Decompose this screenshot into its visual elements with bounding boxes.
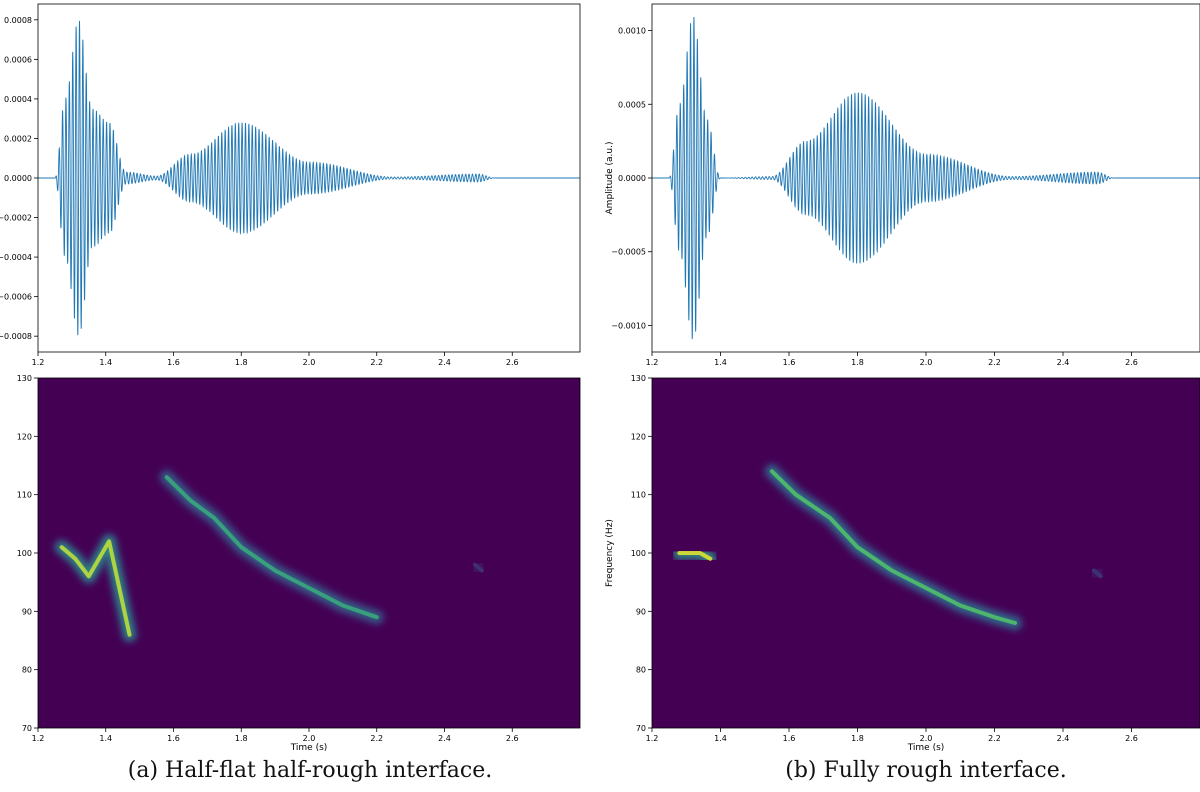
- x-tick-label: 1.6: [167, 734, 180, 743]
- y-tick-label: 130: [631, 374, 646, 383]
- caption-b: (b) Fully rough interface.: [785, 758, 1067, 783]
- x-tick-label: 2.6: [1125, 358, 1138, 367]
- y-tick-label: 120: [17, 432, 32, 441]
- y-tick-label: −0.0002: [0, 214, 32, 223]
- y-tick-label: 0.0010: [618, 27, 646, 36]
- x-tick-label: 2.4: [1057, 358, 1070, 367]
- ridge-core: [59, 539, 132, 637]
- heatmap-cells: [52, 468, 491, 644]
- x-tick-label: 2.4: [438, 358, 451, 367]
- x-tick-label: 2.2: [988, 358, 1001, 367]
- x-tick-label: 1.4: [714, 358, 727, 367]
- x-tick-label: 2.6: [1125, 734, 1138, 743]
- heatmap-background: [38, 378, 580, 728]
- y-tick-label: −0.0004: [0, 253, 32, 262]
- x-tick-label: 1.8: [235, 734, 248, 743]
- y-tick-label: 100: [631, 549, 646, 558]
- y-tick-label: 0.0008: [4, 16, 32, 25]
- x-tick-label: 1.2: [32, 358, 45, 367]
- x-tick-label: 2.6: [506, 734, 519, 743]
- y-tick-label: 70: [22, 724, 32, 733]
- x-tick-label: 1.2: [646, 734, 659, 743]
- x-axis-label: Time (s): [907, 743, 945, 753]
- y-tick-label: 120: [631, 432, 646, 441]
- y-tick-label: 0.0004: [4, 95, 32, 104]
- y-tick-label: 110: [17, 491, 32, 500]
- x-tick-label: 2.2: [988, 734, 1001, 743]
- x-tick-label: 2.2: [370, 734, 383, 743]
- x-tick-label: 1.6: [783, 734, 796, 743]
- x-axis-label: Time (s): [290, 743, 328, 753]
- x-tick-label: 1.4: [99, 734, 112, 743]
- y-tick-label: 130: [17, 374, 32, 383]
- y-tick-label: 0.0000: [4, 174, 32, 183]
- ridge-core: [677, 551, 713, 561]
- y-tick-label: 0.0006: [4, 55, 32, 64]
- x-tick-label: 1.6: [167, 358, 180, 367]
- y-tick-label: −0.0005: [611, 248, 646, 257]
- x-tick-label: 1.2: [646, 358, 659, 367]
- y-tick-label: 90: [22, 607, 32, 616]
- y-tick-label: −0.0010: [611, 321, 646, 330]
- y-axis-label: Amplitude (a.u.): [0, 142, 1, 215]
- b-spectrogram-axes: 1.2 1.4 1.6 1.8 2.0 2.2 2.4 2.6 70 80 90 100 110 120 1…: [605, 374, 1138, 753]
- x-tick-label: 2.2: [370, 358, 383, 367]
- x-tick-label: 1.2: [32, 734, 45, 743]
- y-tick-label: 80: [636, 666, 646, 675]
- y-tick-label: −0.0008: [0, 332, 32, 341]
- x-tick-label: 1.8: [851, 358, 864, 367]
- b-waveform-axes: 1.2 1.4 1.6 1.8 2.0 2.2 2.4 2.6 −0.0010 −0.0005 0.…: [605, 27, 1138, 367]
- a-spectrogram-axes: 1.2 1.4 1.6 1.8 2.0 2.2 2.4 2.6 70 80 90 100 110 120 1…: [0, 374, 519, 753]
- a-waveform-axes: 1.2 1.4 1.6 1.8 2.0 2.2 2.4 2.6 −0.0008 −0.0006 −0…: [0, 16, 519, 367]
- ridge-core: [1091, 568, 1103, 579]
- y-axis-label: Amplitude (a.u.): [605, 142, 615, 215]
- ridge-core: [164, 475, 379, 620]
- y-tick-label: 110: [631, 491, 646, 500]
- x-tick-label: 2.6: [506, 358, 519, 367]
- y-axis-label: Frequency (Hz): [0, 519, 1, 587]
- caption-a: (a) Half-flat half-rough interface.: [127, 758, 493, 783]
- series-line: [38, 20, 580, 336]
- series-line: [652, 16, 1200, 340]
- x-tick-label: 2.4: [1057, 734, 1070, 743]
- y-tick-label: 0.0005: [618, 100, 646, 109]
- ridge-core: [473, 562, 484, 573]
- y-axis-label: Frequency (Hz): [605, 519, 615, 587]
- y-tick-label: 70: [636, 724, 646, 733]
- y-tick-label: 80: [22, 666, 32, 675]
- y-tick-label: −0.0006: [0, 293, 32, 302]
- x-tick-label: 2.0: [920, 358, 933, 367]
- x-tick-label: 1.8: [235, 358, 248, 367]
- y-tick-label: 100: [17, 549, 32, 558]
- x-tick-label: 1.6: [783, 358, 796, 367]
- x-tick-label: 2.0: [303, 358, 316, 367]
- x-tick-label: 1.4: [714, 734, 727, 743]
- ridge-core: [769, 469, 1017, 625]
- heatmap-background: [652, 378, 1200, 728]
- y-tick-label: 0.0002: [4, 134, 32, 143]
- y-tick-label: 90: [636, 607, 646, 616]
- y-tick-label: 0.0000: [618, 174, 646, 183]
- heatmap-cells: [670, 462, 1110, 632]
- x-tick-label: 1.8: [851, 734, 864, 743]
- x-tick-label: 2.0: [920, 734, 933, 743]
- x-tick-label: 1.4: [99, 358, 112, 367]
- x-tick-label: 2.4: [438, 734, 451, 743]
- x-tick-label: 2.0: [303, 734, 316, 743]
